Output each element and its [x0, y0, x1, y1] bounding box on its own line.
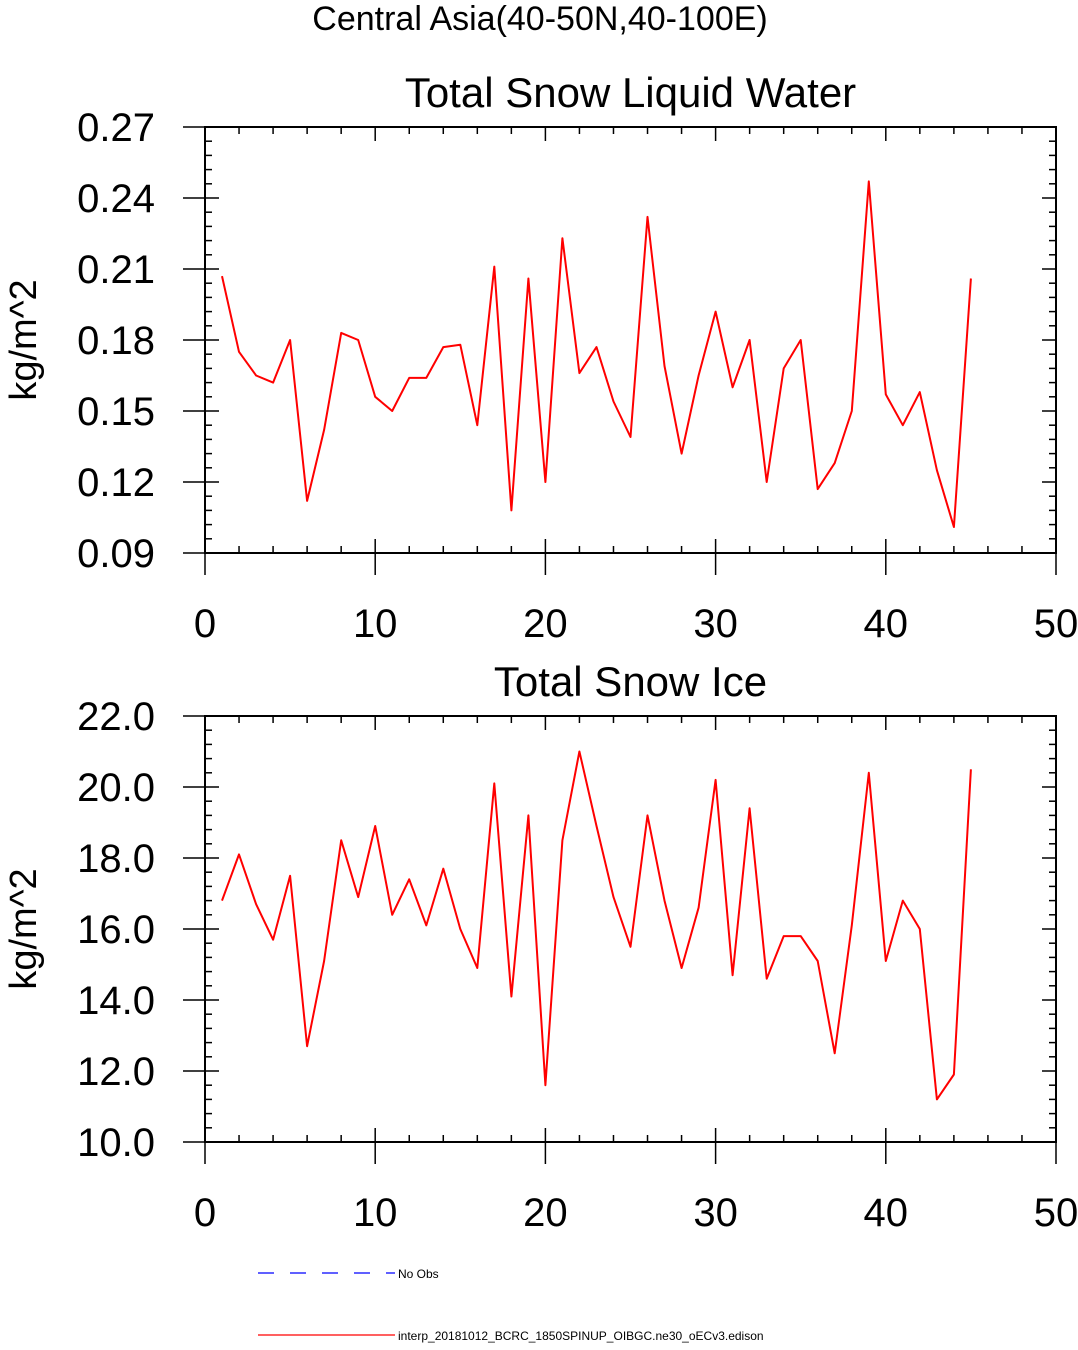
snow-ice-ytick-label: 18.0	[77, 837, 155, 881]
snow-ice-title: Total Snow Ice	[494, 658, 767, 705]
snow-ice-xtick-label: 10	[353, 1191, 398, 1235]
snow-liquid-water-xtick-label: 20	[523, 602, 568, 646]
snow-liquid-water-ytick-label: 0.21	[77, 248, 155, 292]
snow-ice-ytick-label: 16.0	[77, 908, 155, 952]
snow-ice-xtick-label: 0	[194, 1191, 216, 1235]
snow-liquid-water-ytick-label: 0.27	[77, 106, 155, 150]
snow-liquid-water-xtick-label: 0	[194, 602, 216, 646]
chart-panel-snow-liquid-water: Total Snow Liquid Water kg/m^2 0 10 20 30 40 50…	[3, 69, 1078, 646]
snow-ice-ytick-label: 12.0	[77, 1050, 155, 1094]
snow-ice-ylabel: kg/m^2	[3, 868, 45, 989]
snow-ice-xtick-label: 30	[693, 1191, 738, 1235]
snow-liquid-water-ylabel: kg/m^2	[3, 279, 45, 400]
snow-ice-ytick-label: 20.0	[77, 766, 155, 810]
snow-liquid-water-plot-frame	[204, 126, 1057, 554]
snow-ice-xtick-label: 50	[1034, 1191, 1078, 1235]
snow-liquid-water-ytick-label: 0.12	[77, 461, 155, 505]
legend: No Obs interp_20181012_BCRC_1850SPINUP_O…	[258, 1267, 764, 1343]
snow-ice-xtick-label: 40	[864, 1191, 909, 1235]
snow-liquid-water-ytick-label: 0.15	[77, 390, 155, 434]
snow-ice-series-line	[221, 750, 972, 1101]
legend-model-label: interp_20181012_BCRC_1850SPINUP_OIBGC.ne…	[398, 1329, 764, 1343]
snow-liquid-water-ytick-label: 0.18	[77, 319, 155, 363]
snow-liquid-water-ytick-label: 0.24	[77, 177, 155, 221]
snow-ice-ytick-label: 10.0	[77, 1121, 155, 1165]
snow-ice-xtick-label: 20	[523, 1191, 568, 1235]
snow-liquid-water-xtick-label: 10	[353, 602, 398, 646]
snow-liquid-water-series-line	[221, 180, 972, 528]
snow-ice-plot-frame	[204, 715, 1057, 1143]
snow-liquid-water-title: Total Snow Liquid Water	[405, 69, 856, 116]
snow-liquid-water-xtick-label: 50	[1034, 602, 1078, 646]
snow-liquid-water-ytick-label: 0.09	[77, 532, 155, 576]
snow-ice-ytick-label: 22.0	[77, 695, 155, 739]
chart-panel-snow-ice: Total Snow Ice kg/m^2 0 10 20 30 40 50 10.0 12.0 1…	[3, 658, 1078, 1235]
legend-obs-label: No Obs	[398, 1267, 439, 1281]
figure-suptitle: Central Asia(40-50N,40-100E)	[312, 0, 767, 38]
snow-ice-ytick-label: 14.0	[77, 979, 155, 1023]
snow-liquid-water-xtick-label: 40	[864, 602, 909, 646]
snow-liquid-water-xtick-label: 30	[693, 602, 738, 646]
